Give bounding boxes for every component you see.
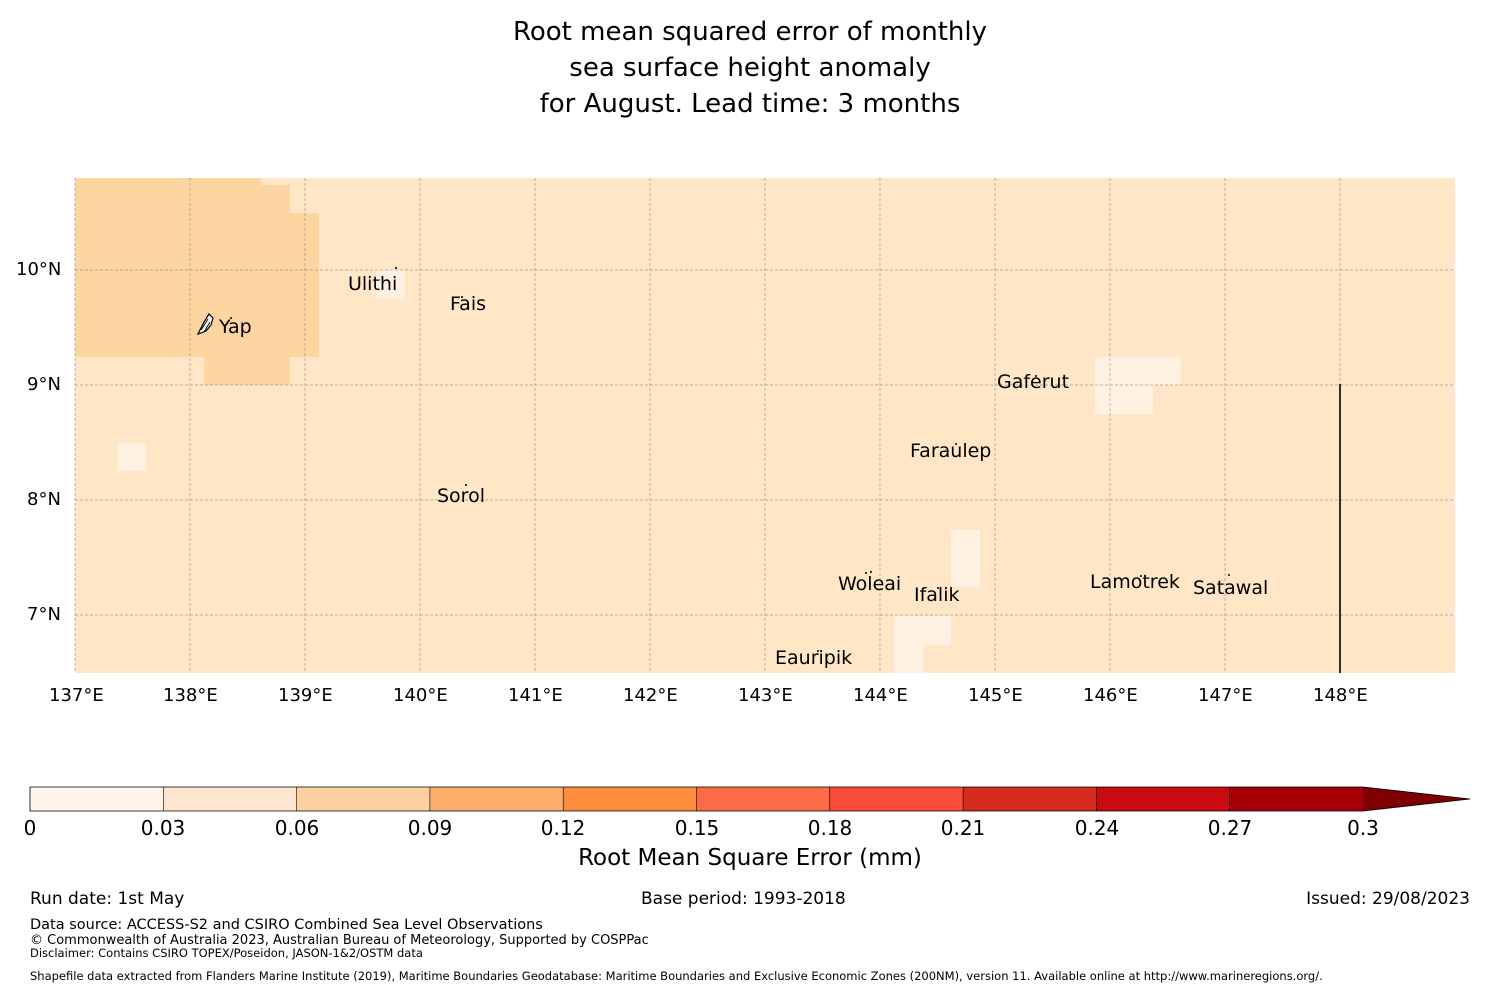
island-marker-sorol <box>465 484 467 486</box>
colorbar-segment <box>563 787 697 811</box>
lon-label: 139°E <box>278 685 333 706</box>
island-marker-woleai-2 <box>870 571 872 573</box>
colorbar-extend-arrow <box>1363 787 1470 811</box>
place-label-yap: Yap <box>219 316 252 338</box>
yap-island-detail <box>200 318 211 333</box>
lat-label: 9°N <box>27 374 61 395</box>
colorbar-tick-label: 0 <box>23 816 37 840</box>
colorbar-tick-label: 0.18 <box>807 816 853 840</box>
run-date: Run date: 1st May <box>30 889 185 909</box>
island-marker-woleai <box>865 572 867 574</box>
island-marker-ifalik <box>937 587 939 589</box>
place-label-gaferut: Gaferut <box>997 371 1070 393</box>
island-marker-gaferut <box>1035 375 1037 377</box>
rmse-cell-low <box>894 616 951 645</box>
rmse-cell-high <box>75 178 261 357</box>
issued-date: Issued: 29/08/2023 <box>1306 889 1470 909</box>
island-marker-yap <box>230 317 232 319</box>
rmse-cell-high <box>261 185 290 357</box>
colorbar-tick-label: 0.3 <box>1347 816 1379 840</box>
colorbar-segment <box>963 787 1097 811</box>
rmse-cell-low <box>951 530 980 587</box>
place-label-woleai: Woleai <box>838 573 902 595</box>
colorbar-segment <box>163 787 298 811</box>
colorbar-segment <box>296 787 431 811</box>
place-label-faraulep: Faraulep <box>910 440 992 462</box>
colorbar-tick-label: 0.06 <box>274 816 320 840</box>
lon-label: 137°E <box>49 685 104 706</box>
place-label-ifalik: Ifalik <box>914 584 960 606</box>
disclaimer: Disclaimer: Contains CSIRO TOPEX/Poseido… <box>30 946 423 960</box>
lon-label: 144°E <box>853 685 908 706</box>
colorbar <box>29 786 1471 812</box>
island-marker-eauripik <box>817 650 819 652</box>
colorbar-tick-label: 0.21 <box>940 816 986 840</box>
rmse-cell-low <box>1095 385 1153 414</box>
title-line-1: Root mean squared error of monthly <box>512 17 988 47</box>
lon-label: 142°E <box>623 685 678 706</box>
colorbar-tick-label: 0.27 <box>1207 816 1253 840</box>
lon-label: 143°E <box>738 685 793 706</box>
lat-label: 10°N <box>16 259 62 280</box>
rmse-cell-low <box>1095 357 1181 385</box>
place-label-lamotrek: Lamotrek <box>1090 571 1180 593</box>
chart-title: Root mean squared error of monthly sea s… <box>0 14 1500 122</box>
colorbar-segment <box>30 787 164 811</box>
rmse-cell-high <box>290 213 319 357</box>
rmse-cell-low <box>376 270 405 299</box>
colorbar-outline <box>29 786 1471 812</box>
lon-label: 138°E <box>163 685 218 706</box>
data-source: Data source: ACCESS-S2 and CSIRO Combine… <box>30 917 543 933</box>
place-label-ulithi: Ulithi <box>348 273 398 295</box>
rmse-cell-high <box>204 357 290 385</box>
island-marker-lamotrek <box>1140 575 1142 577</box>
island-marker-satawal <box>1228 574 1230 576</box>
title-line-2: sea surface height anomaly <box>569 53 931 83</box>
island-marker-fais <box>461 296 463 298</box>
colorbar-tick-label: 0.09 <box>407 816 453 840</box>
island-marker-ulithi <box>395 267 397 269</box>
lon-label: 140°E <box>393 685 448 706</box>
place-label-satawal: Satawal <box>1193 577 1269 599</box>
island-marker-faraulep <box>955 443 957 445</box>
lon-label: 146°E <box>1083 685 1138 706</box>
place-label-fais: Fais <box>450 293 487 315</box>
colorbar-title: Root Mean Square Error (mm) <box>578 845 922 871</box>
lon-label: 147°E <box>1198 685 1253 706</box>
colorbar-tick-label: 0.24 <box>1074 816 1120 840</box>
colorbar-segment <box>1096 787 1231 811</box>
lon-label: 145°E <box>968 685 1023 706</box>
colorbar-tick-label: 0.03 <box>140 816 186 840</box>
colorbar-tick-label: 0.12 <box>540 816 586 840</box>
place-label-sorol: Sorol <box>437 485 485 507</box>
rmse-cell-low <box>894 645 923 673</box>
colorbar-segment <box>1229 787 1364 811</box>
place-label-eauripik: Eauripik <box>775 647 853 669</box>
base-period: Base period: 1993-2018 <box>641 889 846 909</box>
title-line-3: for August. Lead time: 3 months <box>539 89 961 119</box>
rmse-cell-low <box>118 443 146 471</box>
colorbar-segment <box>829 787 964 811</box>
copyright: © Commonwealth of Australia 2023, Austra… <box>30 933 649 948</box>
lon-label: 148°E <box>1313 685 1368 706</box>
lon-label: 141°E <box>508 685 563 706</box>
lat-label: 8°N <box>27 489 61 510</box>
shapefile-credit: Shapefile data extracted from Flanders M… <box>30 969 1323 983</box>
colorbar-segment <box>429 787 564 811</box>
colorbar-tick-label: 0.15 <box>674 816 720 840</box>
lat-label: 7°N <box>27 604 61 625</box>
colorbar-segment <box>696 787 831 811</box>
